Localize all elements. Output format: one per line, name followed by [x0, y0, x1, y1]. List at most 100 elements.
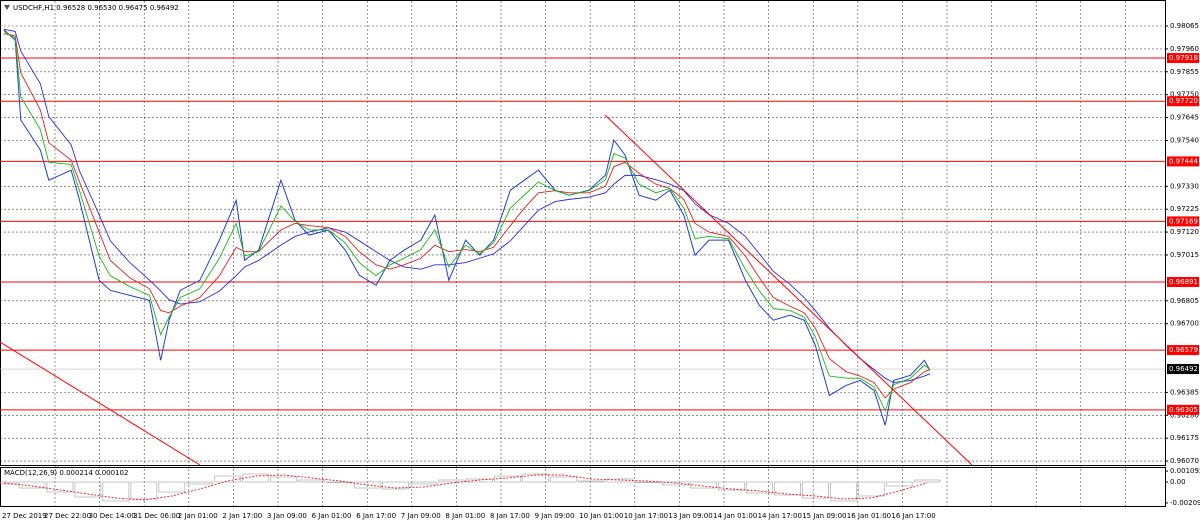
moving-average: [3, 33, 931, 399]
macd-bar: [522, 473, 549, 483]
macd-bar: [74, 481, 102, 498]
y-tick-label: 0.001092: [1170, 467, 1200, 475]
y-tick-label: 0.97855: [1170, 68, 1199, 76]
macd-bar: [0, 481, 18, 485]
x-tick-label: 16 Jan 01:00: [847, 512, 891, 520]
level-tag: [1167, 277, 1199, 288]
macd-bar: [857, 481, 885, 497]
level-label: 0.96579: [1169, 346, 1198, 354]
y-tick-label: 0.00: [1170, 478, 1186, 486]
x-tick-label: 15 Jan 09:00: [802, 512, 846, 520]
x-tick-label: 27 Dec 2019: [2, 512, 47, 520]
main-pane: [0, 0, 1166, 466]
macd-pane: [0, 467, 1166, 507]
macd-bar: [578, 480, 605, 483]
y-tick-label: -0.002094: [1170, 499, 1200, 507]
y-tick-label: 0.97540: [1170, 136, 1199, 144]
macd-bar: [326, 481, 353, 483]
y-tick-label: 0.96280: [1170, 411, 1199, 419]
last-price-label: 0.96492: [1169, 365, 1198, 373]
macd-bar: [410, 481, 437, 485]
macd-bar: [746, 481, 773, 494]
x-tick-label: 27 Dec 22:00: [44, 512, 91, 520]
marks-layer: [0, 28, 941, 502]
x-tick-label: 9 Jan 09:00: [535, 512, 575, 520]
macd-bar: [214, 475, 242, 483]
x-tick-label: 6 Jan 17:00: [356, 512, 396, 520]
macd-bar: [718, 481, 745, 491]
x-tick-label: 6 Jan 01:00: [312, 512, 352, 520]
macd-bar: [354, 481, 381, 489]
price-line: [3, 29, 931, 426]
y-tick-label: 0.97750: [1170, 91, 1199, 99]
levels-layer: [0, 57, 1165, 411]
level-label: 0.97169: [1169, 217, 1198, 225]
level-label: 0.96891: [1169, 278, 1198, 286]
x-tick-label: 16 Jan 17:00: [891, 512, 935, 520]
macd-bar: [382, 481, 409, 490]
trend-line: [604, 114, 973, 466]
level-label: 0.97444: [1169, 157, 1198, 165]
moving-average: [3, 31, 931, 413]
x-tick-label: 7 Jan 09:00: [401, 512, 441, 520]
y-tick-label: 0.97330: [1170, 182, 1199, 190]
x-tick-label: 3 Jan 09:00: [267, 512, 307, 520]
level-tag: [1167, 345, 1199, 356]
level-label: 0.96305: [1169, 406, 1198, 414]
y-tick-label: 0.97225: [1170, 205, 1199, 213]
x-tick-label: 2 Jan 17:00: [222, 512, 262, 520]
macd-bar: [829, 481, 857, 502]
chart-title: USDCHF,H1 0.96528 0.96530 0.96475 0.9649…: [13, 4, 179, 12]
macd-bar: [186, 481, 214, 485]
x-tick-label: 30 Dec 14:00: [89, 512, 136, 520]
macd-bar: [494, 475, 521, 483]
y-tick-label: 0.98065: [1170, 22, 1199, 30]
macd-bar: [550, 476, 577, 483]
macd-bar: [298, 479, 326, 483]
y-tick-label: 0.96175: [1170, 434, 1199, 442]
x-tick-label: 8 Jan 17:00: [490, 512, 530, 520]
last-price-tag: [1167, 364, 1199, 375]
y-tick-label: 0.97645: [1170, 114, 1199, 122]
macd-bar: [774, 481, 801, 496]
y-tick-label: 0.96805: [1170, 297, 1199, 305]
macd-bar: [662, 481, 689, 486]
macd-bar: [802, 481, 829, 499]
macd-bar: [270, 476, 298, 483]
macd-bar: [130, 481, 158, 500]
grid-layer: [0, 1, 1165, 506]
level-tag: [1167, 53, 1199, 64]
macd-signal: [3, 474, 928, 501]
level-label: 0.97720: [1169, 97, 1198, 105]
x-tick-label: 8 Jan 01:00: [445, 512, 485, 520]
x-tick-label: 31 Dec 06:00: [133, 512, 180, 520]
y-tick-label: 0.96700: [1170, 320, 1199, 328]
y-tick-label: 0.97015: [1170, 251, 1199, 259]
x-tick-label: 10 Jan 01:00: [579, 512, 623, 520]
macd-bar: [438, 479, 465, 483]
macd-bar: [46, 481, 74, 493]
macd-bar: [158, 481, 186, 493]
level-tag: [1167, 156, 1199, 167]
x-tick-label: 14 Jan 17:00: [758, 512, 802, 520]
macd-title: MACD(12,26,9) 0.000214 0.000102: [4, 469, 128, 477]
x-tick-label: 10 Jan 17:00: [624, 512, 668, 520]
y-tick-label: 0.96385: [1170, 388, 1199, 396]
level-tag: [1167, 96, 1199, 107]
x-tick-label: 14 Jan 01:00: [713, 512, 757, 520]
macd-bar: [102, 481, 130, 502]
symbol-icon: [4, 5, 10, 10]
moving-average: [3, 28, 931, 384]
trend-line: [0, 341, 201, 466]
x-tick-label: 13 Jan 09:00: [668, 512, 712, 520]
y-tick-label: 0.97960: [1170, 45, 1199, 53]
y-tick-label: 0.96070: [1170, 457, 1199, 465]
macd-bar: [690, 481, 717, 489]
level-label: 0.97918: [1169, 54, 1198, 62]
macd-bar: [913, 479, 941, 483]
macd-bar: [466, 478, 493, 483]
labels-layer: 0.98065 0.97960 0.97855 0.97750 0.97645 0.975…: [2, 22, 1200, 520]
x-tick-label: 2 Jan 01:00: [178, 512, 218, 520]
macd-bar: [885, 481, 913, 487]
